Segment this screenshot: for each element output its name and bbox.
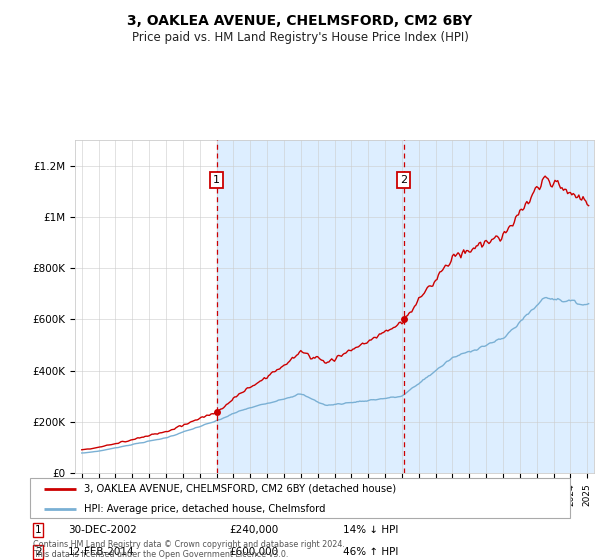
Text: 2: 2: [35, 547, 41, 557]
Text: 3, OAKLEA AVENUE, CHELMSFORD, CM2 6BY: 3, OAKLEA AVENUE, CHELMSFORD, CM2 6BY: [127, 14, 473, 28]
Bar: [217, 140, 404, 473]
Text: Contains HM Land Registry data © Crown copyright and database right 2024.
This d: Contains HM Land Registry data © Crown c…: [33, 540, 345, 559]
Text: 12-FEB-2014: 12-FEB-2014: [68, 547, 134, 557]
Text: 14% ↓ HPI: 14% ↓ HPI: [343, 525, 398, 535]
Text: 1: 1: [213, 175, 220, 185]
Text: £600,000: £600,000: [230, 547, 279, 557]
Text: 2: 2: [400, 175, 407, 185]
Text: 46% ↑ HPI: 46% ↑ HPI: [343, 547, 398, 557]
Text: HPI: Average price, detached house, Chelmsford: HPI: Average price, detached house, Chel…: [84, 504, 325, 514]
Text: 30-DEC-2002: 30-DEC-2002: [68, 525, 137, 535]
Text: £240,000: £240,000: [230, 525, 279, 535]
Text: 1: 1: [35, 525, 41, 535]
Bar: [404, 140, 600, 473]
Text: 3, OAKLEA AVENUE, CHELMSFORD, CM2 6BY (detached house): 3, OAKLEA AVENUE, CHELMSFORD, CM2 6BY (d…: [84, 484, 396, 494]
Text: Price paid vs. HM Land Registry's House Price Index (HPI): Price paid vs. HM Land Registry's House …: [131, 31, 469, 44]
FancyBboxPatch shape: [30, 478, 570, 518]
